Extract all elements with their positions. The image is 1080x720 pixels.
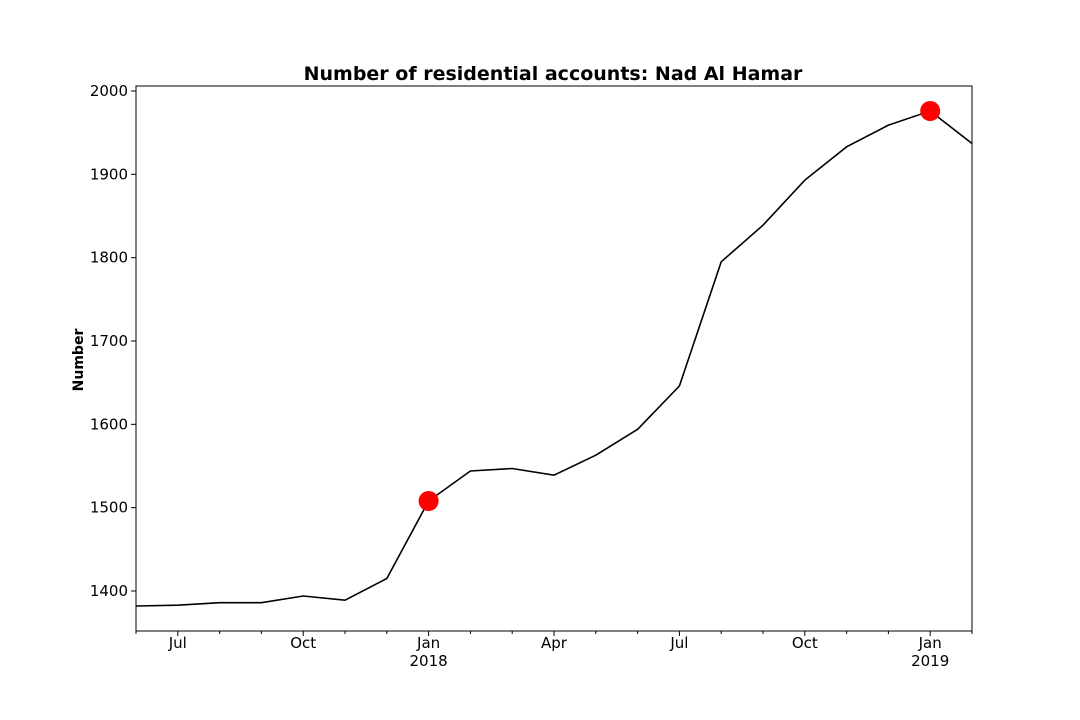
x-tick-label: Jan [918,634,942,652]
x-tick-label: Apr [541,634,568,652]
chart-title: Number of residential accounts: Nad Al H… [304,63,803,85]
x-tick-label: Oct [290,634,316,652]
highlight-point [920,101,941,121]
y-tick-label: 1400 [90,582,128,600]
x-tick-label: Jul [669,634,688,652]
series-layer [136,110,972,607]
y-tick-label: 1500 [90,499,128,517]
x-tick-label: Jan [416,634,440,652]
y-tick-label: 2000 [90,82,128,100]
y-axis-label: Number [71,329,87,392]
x-tick-label: Oct [792,634,818,652]
x-tick-year-label: 2018 [410,652,448,670]
series-line [136,110,972,607]
plot-frame [135,85,973,632]
x-tick-year-label: 2019 [911,652,949,670]
x-tick-label: Jul [168,634,187,652]
y-tick-label: 1800 [90,249,128,267]
highlight-markers [418,101,941,511]
y-tick-label: 1600 [90,415,128,433]
highlight-point [418,491,439,511]
y-ticks: 1400 1500 1600 1700 1800 1900 2000 [90,82,136,600]
y-tick-label: 1700 [90,332,128,350]
y-tick-label: 1900 [90,165,128,183]
